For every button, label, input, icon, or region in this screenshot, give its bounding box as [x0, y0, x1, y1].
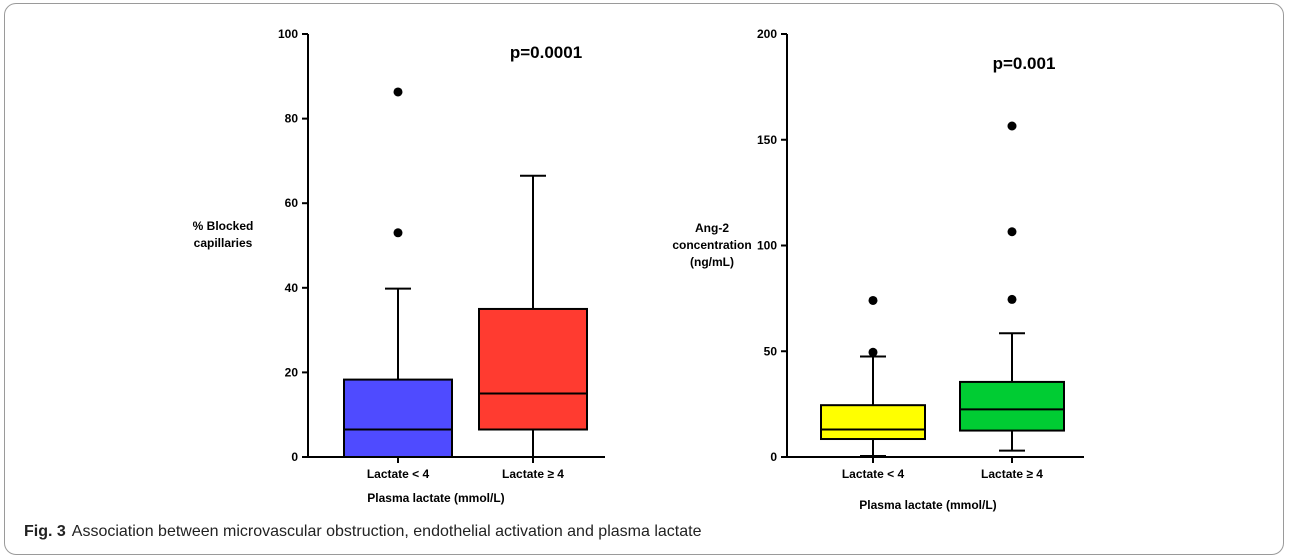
- p-value-annotation: p=0.001: [993, 54, 1056, 73]
- category-label: Lactate < 4: [842, 467, 905, 481]
- outlier-point: [393, 228, 403, 238]
- box-plot-1: [820, 295, 926, 457]
- y-tick-label: 80: [285, 112, 299, 126]
- y-tick-label: 20: [285, 365, 299, 379]
- y-tick-label: 200: [757, 27, 777, 41]
- box-iqr: [820, 404, 926, 441]
- y-axis-label: % Blocked capillaries: [193, 219, 254, 250]
- caption-text: Association between microvascular obstru…: [71, 523, 702, 540]
- y-tick-label: 40: [285, 281, 299, 295]
- x-axis-label: Plasma lactate (mmol/L): [367, 491, 504, 505]
- y-tick-label: 100: [278, 27, 298, 41]
- y-tick-label: 0: [770, 450, 777, 464]
- box-plot-2: [959, 121, 1065, 452]
- box-iqr: [343, 378, 453, 458]
- outlier-point: [868, 347, 878, 357]
- y-tick-label: 50: [764, 344, 778, 358]
- y-tick-label: 150: [757, 133, 777, 147]
- outlier-point: [1007, 121, 1017, 131]
- outlier-point: [393, 87, 403, 97]
- figure-frame: 0 20 40 60 80 100 Lactate < 4 Lactate ≥ 4 p=0.00…: [4, 3, 1284, 555]
- p-value-annotation: p=0.0001: [510, 43, 582, 62]
- box-iqr: [478, 307, 588, 431]
- y-tick-label: 60: [285, 196, 299, 210]
- outlier-point: [868, 295, 878, 305]
- chart-blocked-capillaries: 0 20 40 60 80 100 Lactate < 4 Lactate ≥ 4 p=0.00…: [193, 27, 605, 505]
- category-label: Lactate ≥ 4: [981, 467, 1043, 481]
- y-axis-label: Ang-2 concentration (ng/mL): [672, 221, 751, 269]
- box-plot-1: [343, 87, 453, 458]
- y-tick-label: 0: [291, 450, 298, 464]
- outlier-point: [1007, 227, 1017, 237]
- caption-label: Fig. 3: [24, 523, 66, 540]
- chart-ang2-concentration: 0 50 100 150 200 Lactate < 4 Lactate ≥ 4 p=0.00…: [672, 27, 1084, 512]
- category-label: Lactate < 4: [367, 467, 430, 481]
- box-iqr: [959, 380, 1065, 432]
- box-plot-2: [478, 174, 588, 458]
- category-label: Lactate ≥ 4: [502, 467, 564, 481]
- outlier-point: [1007, 294, 1017, 304]
- x-axis-label: Plasma lactate (mmol/L): [859, 498, 996, 512]
- figure-canvas: 0 20 40 60 80 100 Lactate < 4 Lactate ≥ 4 p=0.00…: [193, 27, 1084, 512]
- figure-caption: Fig. 3 Association between microvascular …: [24, 523, 701, 541]
- y-tick-label: 100: [757, 239, 777, 253]
